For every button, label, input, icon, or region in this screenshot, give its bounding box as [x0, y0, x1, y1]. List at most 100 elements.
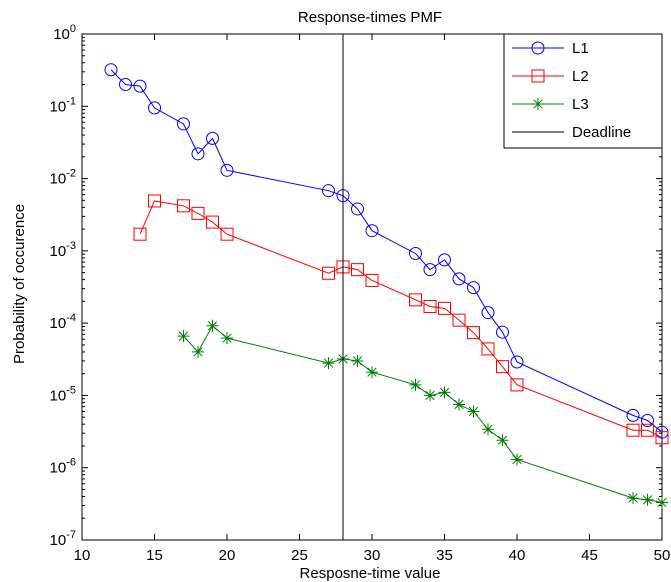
data-point — [438, 253, 451, 267]
data-point — [177, 117, 190, 131]
data-point — [641, 493, 654, 506]
x-tick-label: 25 — [291, 547, 308, 564]
x-tick-label: 30 — [364, 547, 381, 564]
data-point — [366, 366, 378, 379]
legend: L1 L2 L3 Deadline — [503, 33, 663, 149]
data-point — [220, 163, 234, 177]
data-point — [191, 147, 205, 161]
data-point — [206, 131, 219, 145]
y-tick-label: 10-4 — [50, 312, 76, 332]
y-tick-label: 10-6 — [50, 457, 76, 477]
data-point — [656, 496, 668, 509]
y-tick-label: 10-7 — [50, 529, 76, 549]
y-axis-label: Probability of occurence — [11, 204, 28, 364]
data-point — [104, 63, 118, 77]
data-point — [467, 405, 480, 418]
data-point — [626, 423, 640, 437]
data-point — [148, 194, 161, 208]
series-l2 — [133, 194, 669, 445]
data-point — [365, 273, 379, 287]
legend-label: L3 — [572, 96, 589, 113]
data-point — [322, 184, 335, 198]
data-point — [496, 434, 509, 447]
data-point — [409, 378, 422, 391]
data-point — [322, 266, 335, 280]
data-point — [423, 299, 437, 313]
data-point — [322, 357, 335, 370]
data-point — [627, 492, 639, 505]
data-point — [409, 246, 422, 260]
legend-marker — [532, 98, 544, 110]
legend-item: Deadline — [512, 124, 631, 141]
data-point — [641, 423, 654, 437]
legend-label: Deadline — [572, 124, 631, 141]
chart-title: Response-times PMF — [298, 9, 442, 26]
data-point — [438, 301, 451, 315]
data-point — [510, 355, 524, 369]
data-point — [133, 79, 147, 93]
data-point — [423, 263, 437, 277]
x-tick-label: 40 — [509, 547, 526, 564]
data-point — [365, 224, 379, 238]
data-point — [424, 389, 436, 402]
x-tick-label: 20 — [219, 547, 236, 564]
data-point — [119, 78, 132, 92]
data-point — [438, 386, 451, 399]
series-layer — [104, 34, 669, 540]
data-point — [452, 272, 466, 286]
legend-marker — [531, 69, 545, 83]
data-point — [351, 354, 364, 367]
x-tick-label: 10 — [74, 547, 91, 564]
data-point — [467, 326, 480, 340]
y-tick-label: 100 — [53, 23, 76, 43]
legend-item: L3 — [512, 96, 589, 113]
legend-label: L1 — [572, 40, 589, 57]
data-point — [192, 345, 204, 358]
legend-item: L2 — [512, 68, 589, 85]
series-line — [139, 200, 663, 439]
x-tick-label: 50 — [654, 547, 671, 564]
data-point — [148, 101, 161, 115]
data-point — [510, 378, 524, 392]
legend-marker — [531, 41, 545, 55]
data-point — [481, 342, 495, 356]
x-tick-label: 45 — [581, 547, 598, 564]
y-tick-label: 10-1 — [50, 95, 76, 115]
data-point — [177, 199, 190, 213]
series-l1 — [104, 63, 669, 439]
data-point — [452, 313, 466, 327]
legend-box — [503, 33, 663, 149]
data-point — [467, 281, 480, 295]
data-point — [496, 325, 509, 339]
legend-label: L2 — [572, 68, 589, 85]
series-line — [183, 324, 663, 504]
data-point — [482, 423, 494, 436]
data-point — [409, 293, 422, 307]
y-tick-label: 10-5 — [50, 384, 76, 404]
data-point — [191, 206, 205, 220]
data-point — [220, 227, 234, 241]
data-point — [351, 263, 364, 277]
legend-item: L1 — [512, 40, 589, 57]
series-line — [110, 69, 663, 433]
data-point — [133, 227, 147, 241]
data-point — [351, 202, 364, 216]
data-point — [496, 360, 509, 374]
x-tick-label: 35 — [436, 547, 453, 564]
data-point — [177, 330, 190, 343]
x-axis-label: Resposne-time value — [300, 565, 441, 582]
x-tick-label: 15 — [146, 547, 163, 564]
data-point — [221, 332, 233, 345]
data-point — [206, 215, 219, 229]
data-point — [206, 319, 219, 332]
data-point — [626, 408, 640, 422]
data-point — [453, 398, 465, 411]
y-tick-label: 10-2 — [50, 168, 76, 188]
data-point — [655, 431, 669, 445]
series-l3 — [177, 319, 668, 509]
data-point — [641, 413, 654, 427]
data-point — [481, 306, 495, 320]
data-point — [511, 453, 523, 466]
x-axis: 10 15 20 25 30 35 40 45 50 — [74, 34, 671, 564]
